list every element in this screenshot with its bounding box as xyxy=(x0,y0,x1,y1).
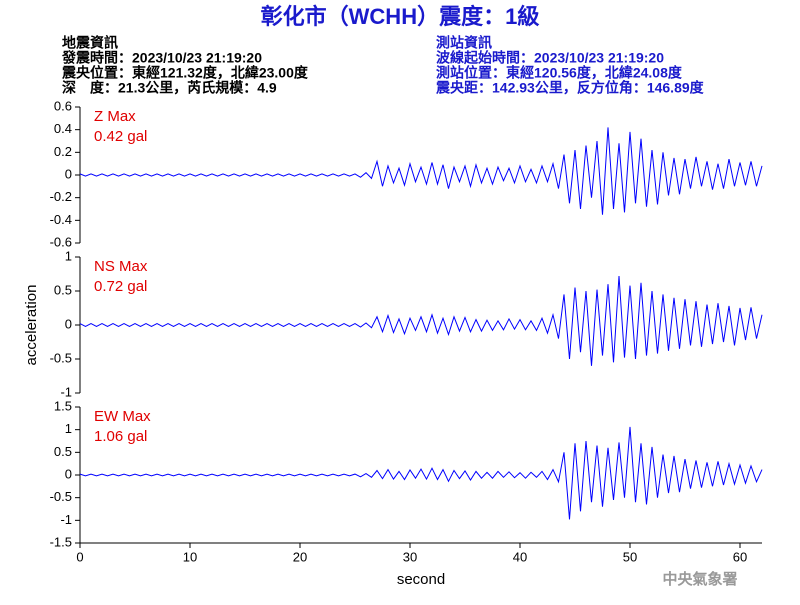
component-label: EW Max xyxy=(94,408,151,425)
x-axis-label: second xyxy=(397,571,445,588)
y-tick-label: -1 xyxy=(60,384,72,399)
x-tick-label: 0 xyxy=(76,549,83,564)
y-tick-label: -1 xyxy=(60,512,72,527)
info-line: 震央距：142.93公里，反方位角：146.89度 xyxy=(435,80,705,96)
agency: 中央氣象署 xyxy=(662,570,737,588)
y-tick-label: 0.2 xyxy=(54,144,72,159)
waveform xyxy=(79,127,763,215)
max-label: 0.42 gal xyxy=(94,128,147,145)
info-line: 測站位置：東經120.56度，北緯24.08度 xyxy=(436,65,683,81)
y-tick-label: 0 xyxy=(65,166,72,181)
x-tick-label: 10 xyxy=(183,549,197,564)
y-tick-label: -1.5 xyxy=(50,534,72,549)
y-tick-label: 0 xyxy=(65,466,72,481)
y-tick-label: -0.2 xyxy=(50,189,72,204)
y-tick-label: -0.6 xyxy=(50,234,72,249)
max-label: 1.06 gal xyxy=(94,428,147,445)
y-tick-label: 1 xyxy=(65,421,72,436)
info-line: 測站資訊 xyxy=(436,35,492,51)
x-tick-label: 30 xyxy=(403,549,417,564)
component-label: NS Max xyxy=(94,258,148,275)
y-tick-label: 0.6 xyxy=(54,98,72,113)
event-info: 地震資訊 發震時間：2023/10/23 21:19:20 震央位置：東經121… xyxy=(61,35,309,96)
y-tick-label: 0.4 xyxy=(54,121,72,136)
y-tick-label: 0 xyxy=(65,316,72,331)
y-axis-label: acceleration xyxy=(23,285,40,366)
y-tick-label: 0.5 xyxy=(54,282,72,297)
info-line: 深 度：21.3公里，芮氏規模：4.9 xyxy=(62,80,277,96)
y-tick-label: 1 xyxy=(65,248,72,263)
info-line: 震央位置：東經121.32度，北緯23.00度 xyxy=(61,65,309,81)
component-label: Z Max xyxy=(94,108,136,125)
x-tick-label: 60 xyxy=(733,549,747,564)
station-info: 測站資訊 波線起始時間：2023/10/23 21:19:20 測站位置：東經1… xyxy=(435,35,705,96)
title: 彰化市（WCHH）震度：1級 xyxy=(261,4,540,29)
x-tick-label: 20 xyxy=(293,549,307,564)
info-line: 地震資訊 xyxy=(62,35,118,51)
y-tick-label: -0.4 xyxy=(50,212,72,227)
y-tick-label: 0.5 xyxy=(54,444,72,459)
waveform xyxy=(79,275,763,366)
y-tick-label: -0.5 xyxy=(50,489,72,504)
info-line: 發震時間：2023/10/23 21:19:20 xyxy=(61,50,262,66)
x-tick-label: 50 xyxy=(623,549,637,564)
y-tick-label: 1.5 xyxy=(54,398,72,413)
y-tick-label: -0.5 xyxy=(50,350,72,365)
x-tick-label: 40 xyxy=(513,549,527,564)
info-line: 波線起始時間：2023/10/23 21:19:20 xyxy=(436,50,664,66)
max-label: 0.72 gal xyxy=(94,278,147,295)
waveform xyxy=(79,426,763,520)
